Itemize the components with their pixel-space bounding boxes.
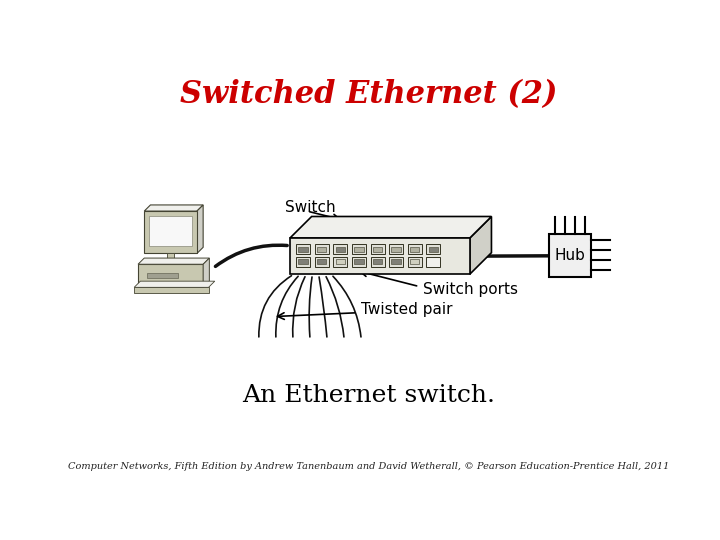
FancyBboxPatch shape [299,259,307,264]
Polygon shape [290,238,469,274]
Polygon shape [197,205,203,253]
FancyBboxPatch shape [148,273,179,278]
FancyBboxPatch shape [354,259,364,264]
Polygon shape [290,217,492,238]
FancyBboxPatch shape [352,256,366,267]
Polygon shape [203,258,210,287]
FancyBboxPatch shape [317,259,326,264]
FancyBboxPatch shape [296,256,310,267]
FancyBboxPatch shape [315,244,329,254]
Polygon shape [144,211,197,253]
FancyBboxPatch shape [333,244,347,254]
FancyBboxPatch shape [408,256,422,267]
Polygon shape [469,217,492,274]
Text: Computer Networks, Fifth Edition by Andrew Tanenbaum and David Wetherall, © Pear: Computer Networks, Fifth Edition by Andr… [68,462,670,471]
Polygon shape [134,281,215,287]
FancyBboxPatch shape [296,244,310,254]
FancyBboxPatch shape [148,259,193,264]
Polygon shape [138,258,210,264]
FancyBboxPatch shape [299,247,307,252]
FancyBboxPatch shape [392,247,401,252]
Polygon shape [144,205,203,211]
FancyBboxPatch shape [389,256,403,267]
FancyBboxPatch shape [371,244,384,254]
FancyBboxPatch shape [392,259,401,264]
FancyBboxPatch shape [371,256,384,267]
FancyBboxPatch shape [138,264,203,287]
FancyBboxPatch shape [549,234,591,276]
FancyBboxPatch shape [426,244,441,254]
Text: Hub: Hub [554,248,585,263]
FancyBboxPatch shape [410,259,419,264]
Text: Twisted pair: Twisted pair [361,302,453,317]
FancyBboxPatch shape [134,287,209,293]
FancyBboxPatch shape [336,259,345,264]
FancyBboxPatch shape [373,247,382,252]
FancyBboxPatch shape [389,244,403,254]
Text: Switch: Switch [285,200,336,215]
FancyBboxPatch shape [333,256,347,267]
FancyBboxPatch shape [426,256,441,267]
FancyBboxPatch shape [315,256,329,267]
Text: Switch ports: Switch ports [423,282,518,297]
FancyBboxPatch shape [352,244,366,254]
FancyBboxPatch shape [167,253,174,259]
Text: Switched Ethernet (2): Switched Ethernet (2) [180,78,558,110]
FancyBboxPatch shape [317,247,326,252]
FancyBboxPatch shape [149,215,192,246]
FancyBboxPatch shape [336,247,345,252]
FancyBboxPatch shape [354,247,364,252]
FancyBboxPatch shape [428,247,438,252]
FancyBboxPatch shape [408,244,422,254]
FancyBboxPatch shape [410,247,419,252]
FancyBboxPatch shape [373,259,382,264]
Text: An Ethernet switch.: An Ethernet switch. [243,384,495,407]
